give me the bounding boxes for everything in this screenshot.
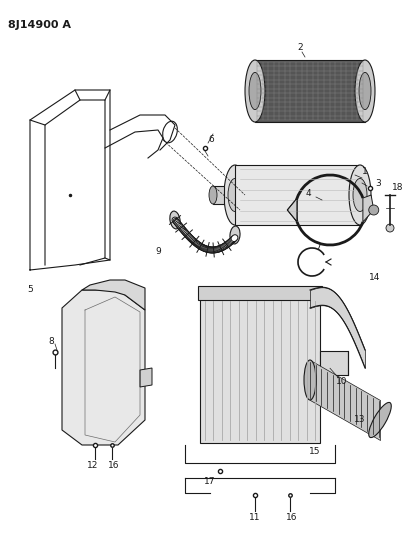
Text: 8: 8 xyxy=(48,337,54,346)
Bar xyxy=(255,60,365,122)
Text: 4: 4 xyxy=(305,190,311,198)
Text: 5: 5 xyxy=(27,286,33,295)
Text: 9: 9 xyxy=(155,247,161,256)
Text: 12: 12 xyxy=(87,461,99,470)
Text: 18: 18 xyxy=(392,183,404,192)
Bar xyxy=(235,165,360,225)
Text: 16: 16 xyxy=(286,513,298,521)
Text: 16: 16 xyxy=(108,461,120,470)
Ellipse shape xyxy=(359,72,371,110)
Bar xyxy=(320,351,348,375)
Text: 8J14900 A: 8J14900 A xyxy=(8,20,71,30)
Ellipse shape xyxy=(245,60,265,122)
Text: 14: 14 xyxy=(369,273,381,282)
Ellipse shape xyxy=(170,211,180,229)
Ellipse shape xyxy=(230,226,240,244)
Ellipse shape xyxy=(224,165,246,225)
Text: 1: 1 xyxy=(362,167,368,176)
Ellipse shape xyxy=(228,179,242,212)
Bar xyxy=(200,298,320,443)
Text: 13: 13 xyxy=(354,416,366,424)
Ellipse shape xyxy=(369,402,391,438)
Text: 17: 17 xyxy=(204,477,216,486)
Text: 11: 11 xyxy=(249,513,261,521)
Polygon shape xyxy=(363,195,374,222)
Text: 3: 3 xyxy=(375,179,381,188)
Text: 2: 2 xyxy=(297,44,303,52)
Bar xyxy=(198,286,322,300)
Text: 7: 7 xyxy=(315,244,321,253)
Text: 6: 6 xyxy=(208,135,214,144)
Polygon shape xyxy=(82,280,145,310)
Text: 10: 10 xyxy=(336,377,348,386)
Ellipse shape xyxy=(349,165,371,225)
Circle shape xyxy=(369,205,379,215)
Ellipse shape xyxy=(355,60,375,122)
Ellipse shape xyxy=(353,179,367,212)
Ellipse shape xyxy=(209,186,217,204)
Circle shape xyxy=(386,224,394,232)
Text: 15: 15 xyxy=(309,447,321,456)
Polygon shape xyxy=(287,198,297,222)
Polygon shape xyxy=(140,368,152,387)
Polygon shape xyxy=(213,186,224,204)
Ellipse shape xyxy=(304,360,316,400)
Polygon shape xyxy=(62,290,145,445)
Ellipse shape xyxy=(249,72,261,110)
